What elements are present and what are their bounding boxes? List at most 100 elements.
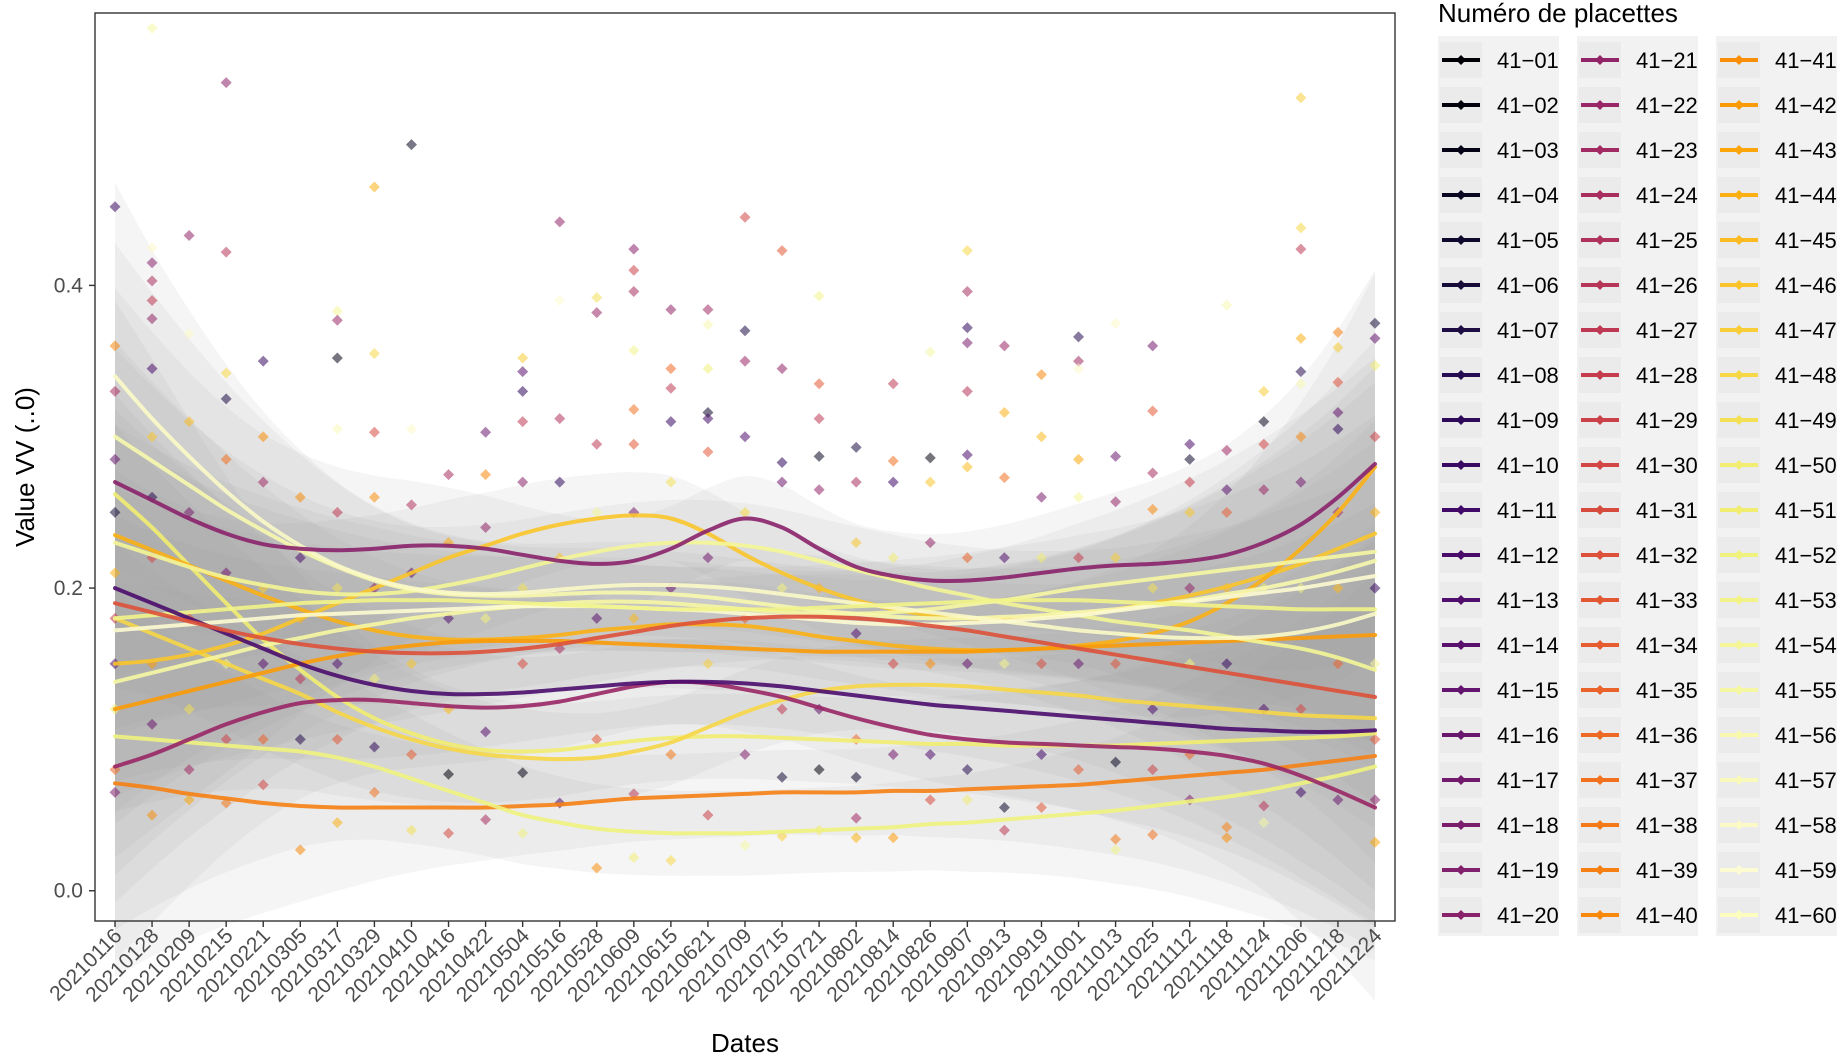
legend-label: 41−36: [1636, 723, 1698, 748]
data-point: [1110, 844, 1122, 856]
legend-key-point: [1734, 730, 1744, 740]
legend: 41−01 41−02 41−03 41−04 41−05 41−06 41−07 41−08…: [1438, 36, 1837, 936]
data-point: [850, 537, 862, 549]
data-point: [702, 407, 714, 419]
legend-key: [1718, 177, 1760, 213]
data-point: [1295, 332, 1307, 344]
data-point: [665, 416, 677, 428]
legend-label: 41−19: [1497, 858, 1559, 883]
data-point: [850, 771, 862, 783]
data-point: [1147, 340, 1159, 352]
legend-key-point: [1595, 415, 1605, 425]
data-point: [146, 295, 158, 307]
data-point: [257, 431, 269, 443]
data-point: [1110, 552, 1122, 564]
data-point: [1369, 317, 1381, 329]
legend-key-point: [1734, 910, 1744, 920]
legend-key-point: [1456, 730, 1466, 740]
legend-key: [1440, 447, 1482, 483]
data-point: [813, 413, 825, 425]
legend-key-point: [1734, 280, 1744, 290]
data-point: [1295, 366, 1307, 378]
legend-key-point: [1595, 865, 1605, 875]
y-tick-label: 0.2: [54, 577, 83, 600]
legend-key: [1579, 897, 1621, 933]
data-point: [294, 733, 306, 745]
data-point: [1295, 431, 1307, 443]
confidence-ribbon: [115, 542, 1375, 961]
legend-column-background: [1438, 36, 1559, 936]
data-point: [554, 476, 566, 488]
legend-key-point: [1456, 190, 1466, 200]
data-point: [257, 779, 269, 791]
data-point: [1369, 431, 1381, 443]
data-point: [294, 491, 306, 503]
legend-key: [1718, 492, 1760, 528]
data-point: [1184, 582, 1196, 594]
data-point: [1295, 243, 1307, 255]
data-point: [665, 476, 677, 488]
data-point: [1110, 317, 1122, 329]
data-point: [405, 658, 417, 670]
data-point: [628, 264, 640, 276]
data-point: [1184, 438, 1196, 450]
data-point: [776, 476, 788, 488]
data-point: [665, 854, 677, 866]
legend-key: [1440, 807, 1482, 843]
legend-key: [1440, 312, 1482, 348]
legend-key-point: [1595, 505, 1605, 515]
legend-label: 41−11: [1497, 498, 1557, 523]
data-point: [924, 537, 936, 549]
legend-label: 41−09: [1497, 408, 1559, 433]
data-point: [850, 441, 862, 453]
fit-line: [113, 465, 1377, 653]
legend-label: 41−57: [1775, 768, 1837, 793]
data-point: [1147, 829, 1159, 841]
data-point: [628, 285, 640, 297]
legend-label: 41−30: [1636, 453, 1698, 478]
data-point: [1221, 506, 1233, 518]
legend-label: 41−14: [1497, 633, 1559, 658]
legend-label: 41−56: [1775, 723, 1837, 748]
fit-line: [113, 601, 1377, 699]
data-point: [924, 346, 936, 358]
legend-label: 41−03: [1497, 138, 1559, 163]
legend-key: [1718, 582, 1760, 618]
legend-label: 41−26: [1636, 273, 1698, 298]
legend-key-point: [1595, 730, 1605, 740]
legend-key: [1440, 537, 1482, 573]
legend-key-point: [1456, 685, 1466, 695]
legend-key-point: [1734, 370, 1744, 380]
legend-key: [1579, 672, 1621, 708]
data-point: [702, 552, 714, 564]
data-point: [739, 839, 751, 851]
legend-key-point: [1734, 640, 1744, 650]
fit-line: [113, 754, 1377, 810]
data-point: [1332, 794, 1344, 806]
data-point: [1369, 733, 1381, 745]
legend-key-point: [1734, 100, 1744, 110]
data-point: [1110, 756, 1122, 768]
data-point: [1258, 438, 1270, 450]
legend-key-point: [1456, 775, 1466, 785]
data-point: [702, 809, 714, 821]
data-point: [1295, 378, 1307, 390]
data-point: [961, 449, 973, 461]
legend-key-point: [1456, 100, 1466, 110]
data-point: [1073, 491, 1085, 503]
data-point: [109, 453, 121, 465]
data-point: [517, 366, 529, 378]
data-point: [628, 403, 640, 415]
legend-label: 41−44: [1775, 183, 1837, 208]
data-point: [1073, 453, 1085, 465]
legend-label: 41−51: [1775, 498, 1837, 523]
legend-key-point: [1595, 910, 1605, 920]
data-point: [739, 506, 751, 518]
legend-label: 41−24: [1636, 183, 1698, 208]
data-point: [887, 476, 899, 488]
legend-label: 41−50: [1775, 453, 1837, 478]
legend-key: [1440, 357, 1482, 393]
data-point: [480, 814, 492, 826]
data-point: [480, 726, 492, 738]
legend-key: [1440, 852, 1482, 888]
